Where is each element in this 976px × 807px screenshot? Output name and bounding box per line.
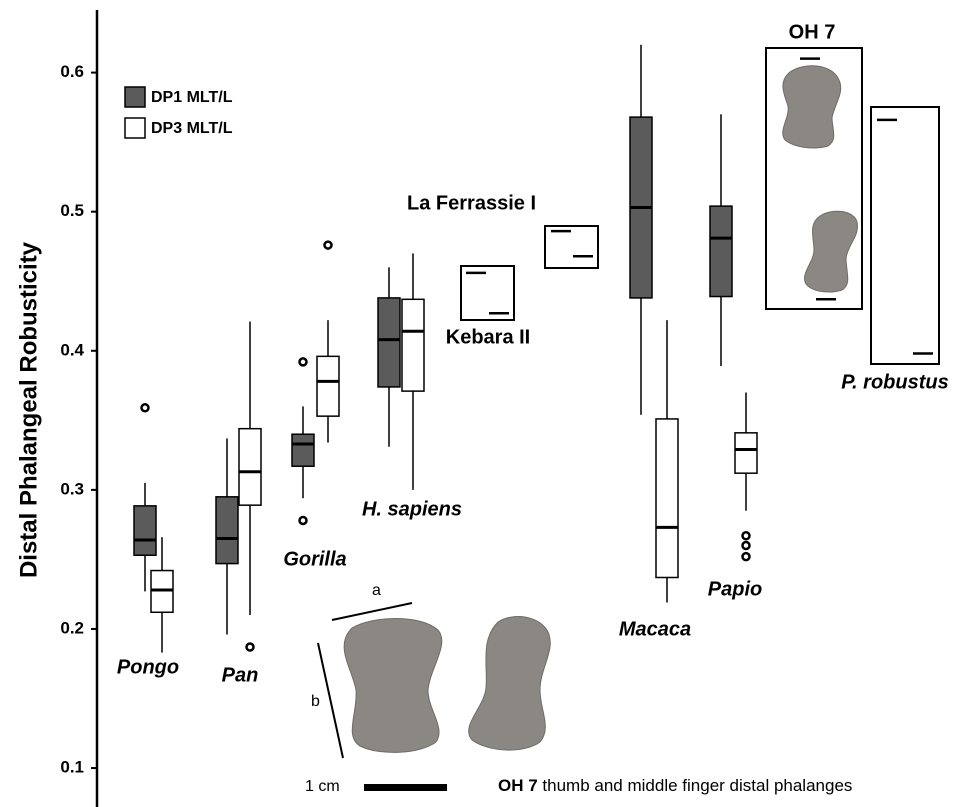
category-label: Papio xyxy=(708,578,762,600)
legend-swatch xyxy=(125,118,145,138)
box xyxy=(735,433,757,473)
box xyxy=(239,429,261,506)
category-label: Macaca xyxy=(619,618,691,640)
y-tick-label: 0.2 xyxy=(60,618,84,637)
fossil-frame xyxy=(871,107,939,364)
y-tick-label: 0.3 xyxy=(60,479,84,498)
y-tick-label: 0.4 xyxy=(60,340,84,359)
legend-swatch xyxy=(125,87,145,107)
category-label: H. sapiens xyxy=(362,498,462,520)
fossil-images xyxy=(344,66,857,753)
box xyxy=(710,206,732,296)
outlier xyxy=(142,404,149,411)
annotation: a xyxy=(372,582,381,599)
chart: Distal Phalangeal Robusticity a b 1 cm O… xyxy=(0,0,976,807)
box xyxy=(402,299,424,391)
annotation: 1 cm xyxy=(305,778,340,795)
fossil-label: La Ferrassie I xyxy=(407,192,536,214)
outlier xyxy=(300,517,307,524)
legend-label: DP3 MLT/L xyxy=(151,120,233,137)
y-tick-label: 0.1 xyxy=(60,758,84,777)
annotation: b xyxy=(311,693,320,710)
caption-bold: OH 7 xyxy=(498,776,538,795)
box xyxy=(134,506,156,555)
category-label: Gorilla xyxy=(283,548,346,570)
fossil-label: Kebara II xyxy=(446,326,530,348)
caption-text: thumb and middle finger distal phalanges xyxy=(542,776,852,795)
box xyxy=(656,419,678,578)
category-label: Pan xyxy=(222,664,259,686)
y-axis-label: Distal Phalangeal Robusticity xyxy=(15,241,42,578)
outlier xyxy=(247,644,254,651)
box xyxy=(317,356,339,416)
fossil-label: P. robustus xyxy=(841,371,948,393)
outlier xyxy=(300,358,307,365)
box xyxy=(378,298,400,387)
outlier xyxy=(743,532,750,539)
box xyxy=(292,434,314,466)
outlier xyxy=(325,242,332,249)
scale-bar xyxy=(364,784,447,791)
y-tick-label: 0.6 xyxy=(60,62,84,81)
y-tick-label: 0.5 xyxy=(60,201,84,220)
page: {"chart_data": { "type": "box", "ylabel"… xyxy=(0,0,976,807)
category-label: Pongo xyxy=(117,656,179,678)
outlier xyxy=(743,553,750,560)
fossil-label: OH 7 xyxy=(789,21,836,43)
legend-label: DP1 MLT/L xyxy=(151,89,233,106)
box xyxy=(216,497,238,564)
caption: OH 7 thumb and middle finger distal phal… xyxy=(498,776,852,795)
outlier xyxy=(743,542,750,549)
